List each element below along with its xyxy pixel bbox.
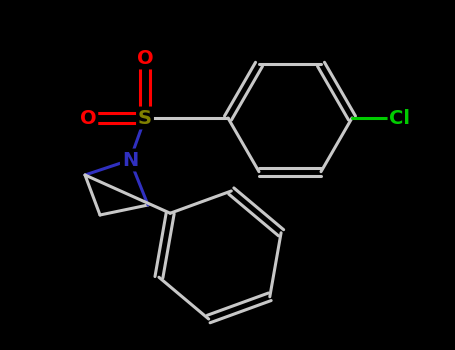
Text: N: N xyxy=(122,150,138,169)
Text: O: O xyxy=(136,49,153,68)
Text: O: O xyxy=(80,108,96,127)
Text: S: S xyxy=(138,108,152,127)
Text: Cl: Cl xyxy=(389,108,410,127)
